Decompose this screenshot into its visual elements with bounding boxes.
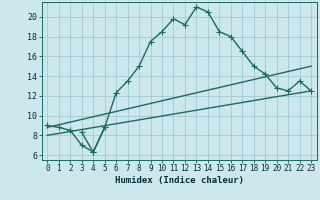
X-axis label: Humidex (Indice chaleur): Humidex (Indice chaleur) <box>115 176 244 185</box>
